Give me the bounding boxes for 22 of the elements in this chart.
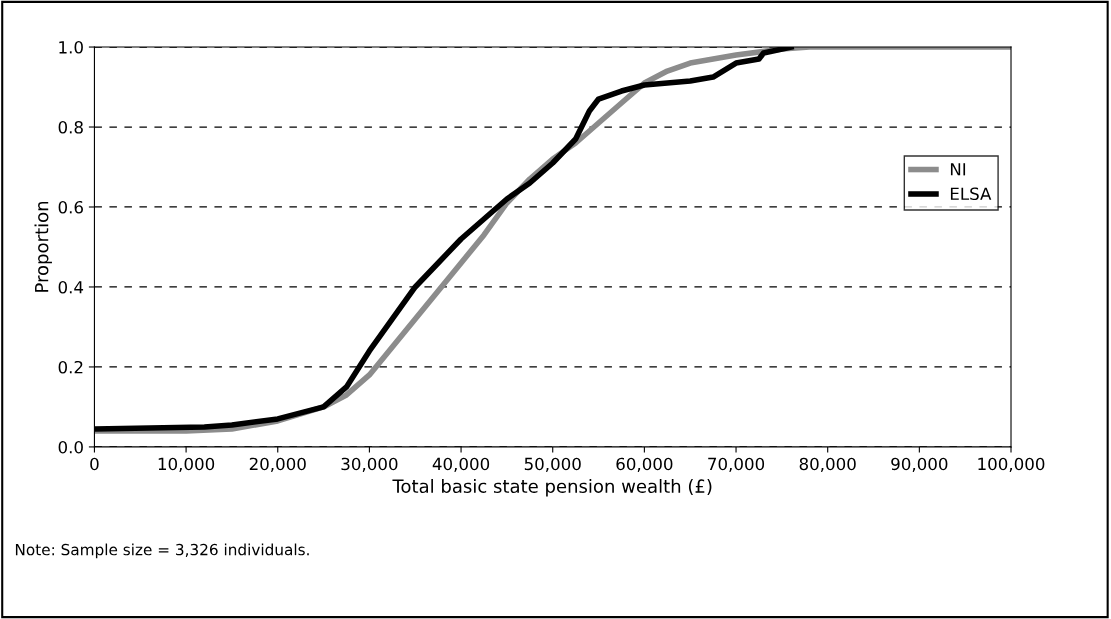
x-tick-label: 60,000 — [616, 457, 673, 472]
x-tick-label: 10,000 — [158, 457, 215, 472]
x-tick-label: 80,000 — [799, 457, 856, 472]
x-tick-label: 100,000 — [978, 457, 1045, 472]
y-tick-label: 0.0 — [58, 440, 83, 454]
y-tick-label: 0.2 — [58, 360, 83, 374]
x-axis-title: Total basic state pension wealth (£) — [392, 479, 712, 497]
y-tick-label: 0.4 — [58, 280, 84, 294]
x-tick-label: 50,000 — [524, 457, 581, 472]
x-tick-label: 70,000 — [708, 457, 765, 472]
y-tick-label: 0.6 — [58, 200, 83, 214]
y-tick-label: 0.8 — [58, 120, 83, 134]
legend-label: NI — [950, 163, 966, 176]
x-tick-label: 30,000 — [341, 457, 398, 472]
x-tick-label: 90,000 — [891, 457, 948, 472]
y-tick-label: 1.0 — [59, 41, 83, 54]
x-tick-label: 20,000 — [249, 457, 306, 472]
legend-label: ELSA — [950, 187, 992, 201]
x-tick-label: 40,000 — [432, 457, 490, 472]
y-axis-title: Proportion — [34, 201, 52, 292]
text: Note: Sample size = 3,326 individuals. — [15, 543, 309, 559]
x-tick-label: 0 — [90, 457, 99, 471]
